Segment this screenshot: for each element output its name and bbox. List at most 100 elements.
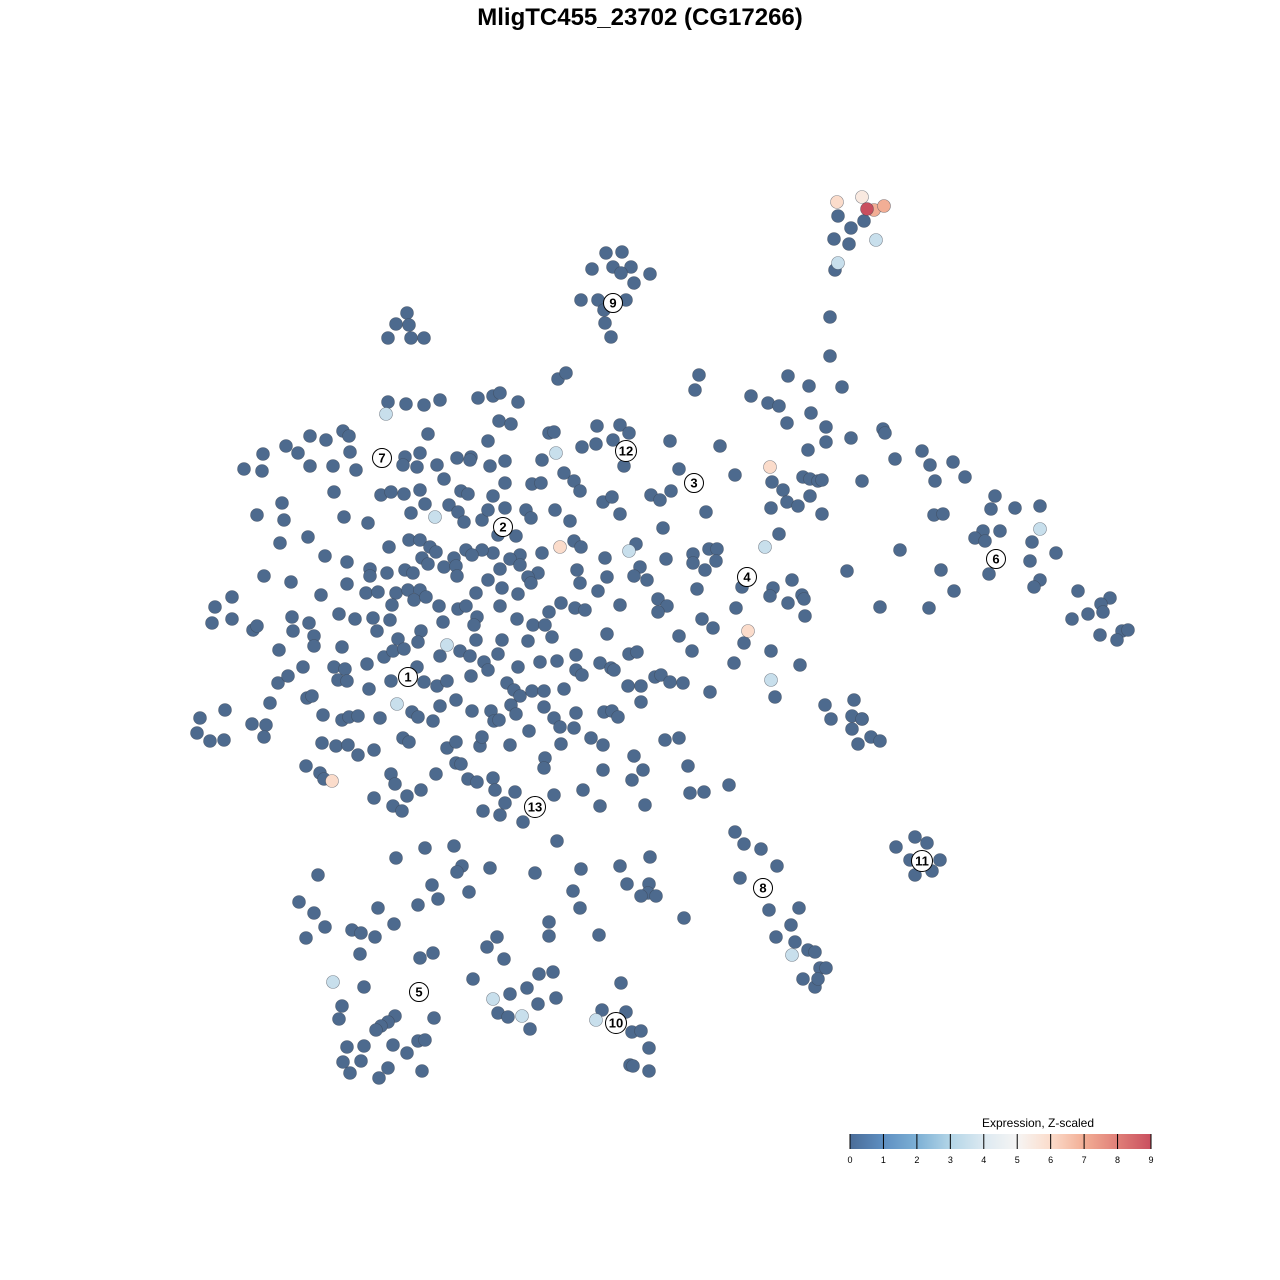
- data-point: [823, 349, 837, 363]
- data-point: [613, 507, 627, 521]
- data-point: [769, 930, 783, 944]
- data-point: [521, 634, 535, 648]
- data-point: [369, 1023, 383, 1037]
- data-point: [656, 521, 670, 535]
- data-point: [307, 906, 321, 920]
- data-point: [399, 397, 413, 411]
- data-point: [659, 552, 673, 566]
- data-point: [464, 669, 478, 683]
- svg-text:8: 8: [759, 881, 766, 896]
- data-point: [613, 598, 627, 612]
- data-point: [302, 616, 316, 630]
- data-point: [605, 490, 619, 504]
- data-point: [379, 407, 393, 421]
- data-point: [475, 730, 489, 744]
- data-point: [318, 549, 332, 563]
- data-point: [511, 587, 525, 601]
- data-point: [698, 563, 712, 577]
- data-point: [271, 676, 285, 690]
- data-point: [384, 485, 398, 499]
- data-point: [676, 676, 690, 690]
- data-point: [413, 533, 427, 547]
- data-point: [357, 980, 371, 994]
- data-point: [391, 632, 405, 646]
- legend-tick-label: 5: [1015, 1155, 1020, 1165]
- data-point: [614, 266, 628, 280]
- data-point: [492, 713, 506, 727]
- data-point: [523, 1022, 537, 1036]
- data-point: [481, 434, 495, 448]
- svg-text:3: 3: [690, 476, 697, 491]
- data-point: [516, 815, 530, 829]
- data-point: [325, 774, 339, 788]
- data-point: [314, 588, 328, 602]
- data-point: [585, 262, 599, 276]
- data-point: [622, 544, 636, 558]
- data-point: [793, 658, 807, 672]
- data-point: [470, 775, 484, 789]
- data-point: [765, 475, 779, 489]
- data-point: [493, 562, 507, 576]
- data-point: [620, 877, 634, 891]
- cluster-label-5: 5: [409, 982, 429, 1002]
- data-point: [984, 502, 998, 516]
- data-point: [557, 682, 571, 696]
- data-point: [584, 731, 598, 745]
- data-point: [878, 426, 892, 440]
- data-point: [503, 738, 517, 752]
- data-point: [1081, 607, 1095, 621]
- data-point: [400, 1046, 414, 1060]
- data-point: [888, 452, 902, 466]
- data-point: [598, 316, 612, 330]
- svg-text:7: 7: [378, 451, 385, 466]
- data-point: [481, 663, 495, 677]
- data-point: [988, 489, 1002, 503]
- data-point: [808, 945, 822, 959]
- data-point: [709, 554, 723, 568]
- data-point: [414, 783, 428, 797]
- data-point: [982, 567, 996, 581]
- data-point: [466, 972, 480, 986]
- data-point: [275, 496, 289, 510]
- data-point: [493, 386, 507, 400]
- data-point: [578, 603, 592, 617]
- data-point: [363, 569, 377, 583]
- legend-tick-label: 2: [914, 1155, 919, 1165]
- data-point: [510, 612, 524, 626]
- data-point: [421, 557, 435, 571]
- data-point: [389, 851, 403, 865]
- data-point: [316, 708, 330, 722]
- data-point: [758, 540, 772, 554]
- data-point: [440, 674, 454, 688]
- legend-tick-label: 0: [847, 1155, 852, 1165]
- data-point: [533, 655, 547, 669]
- cluster-label-13: 13: [524, 796, 546, 818]
- data-point: [683, 786, 697, 800]
- data-point: [525, 684, 539, 698]
- data-point: [803, 489, 817, 503]
- data-point: [592, 928, 606, 942]
- data-point: [922, 601, 936, 615]
- data-point: [524, 576, 538, 590]
- data-point: [257, 569, 271, 583]
- cluster-label-4: 4: [737, 567, 757, 587]
- data-point: [380, 566, 394, 580]
- data-point: [688, 383, 702, 397]
- data-point: [792, 901, 806, 915]
- data-point: [1071, 584, 1085, 598]
- data-point: [1093, 628, 1107, 642]
- data-point: [354, 926, 368, 940]
- legend-tick-label: 4: [981, 1155, 986, 1165]
- data-point: [425, 878, 439, 892]
- data-point: [923, 458, 937, 472]
- data-point: [796, 972, 810, 986]
- data-point: [567, 474, 581, 488]
- data-point: [491, 647, 505, 661]
- data-point: [534, 476, 548, 490]
- cluster-label-8: 8: [753, 878, 773, 898]
- data-point: [421, 427, 435, 441]
- data-point: [835, 380, 849, 394]
- data-point: [857, 214, 871, 228]
- data-point: [429, 767, 443, 781]
